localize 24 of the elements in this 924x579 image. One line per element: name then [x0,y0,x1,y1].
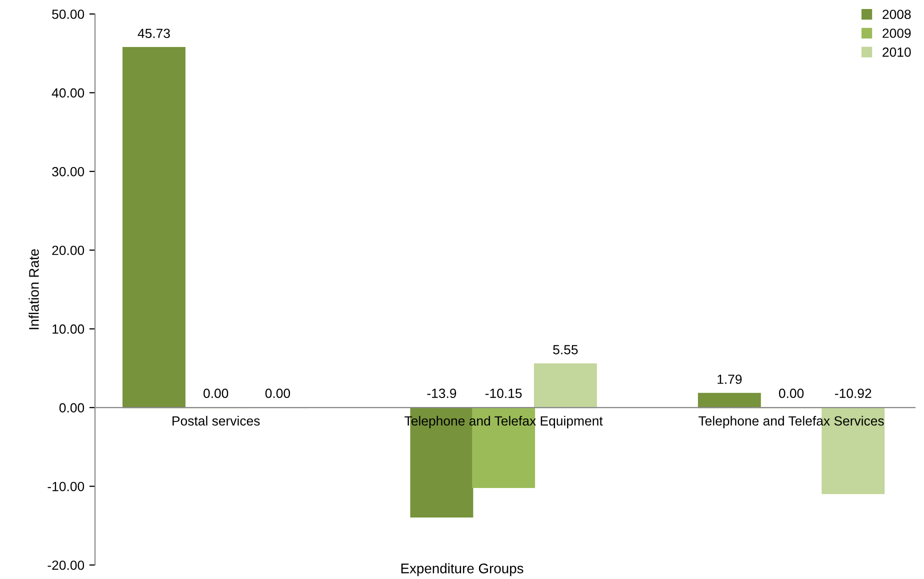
data-label: 0.00 [204,388,228,398]
y-tick-label: 0.00 [59,403,84,412]
legend-label: 2009 [882,28,911,38]
y-tick-label: 10.00 [52,324,84,334]
data-label: -13.9 [427,388,456,398]
legend-label: 2008 [882,10,911,20]
x-axis-title: Expenditure Groups [401,563,524,576]
data-label: 5.55 [553,345,578,354]
data-label: -10.92 [835,388,872,398]
y-tick-label: 20.00 [52,246,84,256]
x-tick-label: Telephone and Telefax Services [698,416,884,428]
y-tick-label: 50.00 [52,10,84,19]
x-tick-label: Postal services [172,416,260,426]
data-label: -10.15 [485,388,522,398]
data-label: 45.73 [138,28,170,38]
y-tick-label: 40.00 [52,88,84,98]
data-label: 1.79 [718,374,742,384]
y-tick-label: -20.00 [48,560,84,570]
y-tick-label: -10.00 [48,482,84,492]
y-tick-label: 30.00 [52,166,84,176]
legend-label: 2010 [882,47,911,57]
y-axis-title: Inflation Rate [28,249,39,330]
data-label: 0.00 [265,388,290,398]
data-label: 0.00 [778,388,804,398]
